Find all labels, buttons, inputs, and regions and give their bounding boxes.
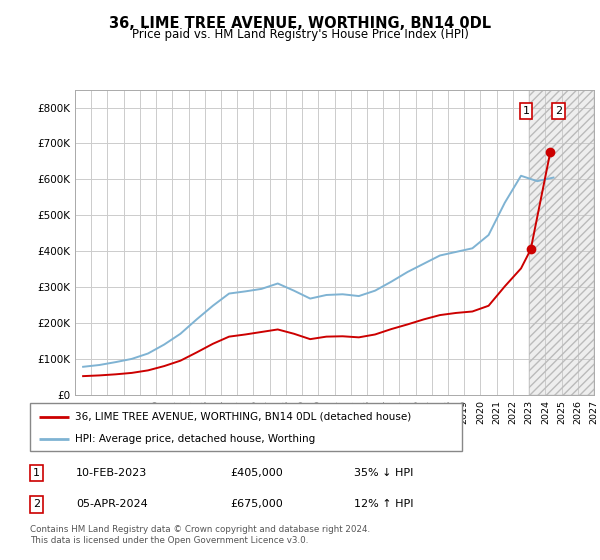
Text: 05-APR-2024: 05-APR-2024	[76, 500, 148, 510]
Text: 1: 1	[523, 106, 529, 116]
Text: 36, LIME TREE AVENUE, WORTHING, BN14 0DL: 36, LIME TREE AVENUE, WORTHING, BN14 0DL	[109, 16, 491, 31]
Text: 36, LIME TREE AVENUE, WORTHING, BN14 0DL (detached house): 36, LIME TREE AVENUE, WORTHING, BN14 0DL…	[76, 412, 412, 422]
Text: 1: 1	[33, 468, 40, 478]
Text: 35% ↓ HPI: 35% ↓ HPI	[354, 468, 413, 478]
Text: HPI: Average price, detached house, Worthing: HPI: Average price, detached house, Wort…	[76, 434, 316, 444]
Text: 2: 2	[33, 500, 40, 510]
Text: Price paid vs. HM Land Registry's House Price Index (HPI): Price paid vs. HM Land Registry's House …	[131, 28, 469, 41]
Bar	[529, 90, 594, 395]
Bar	[529, 90, 594, 395]
Text: 10-FEB-2023: 10-FEB-2023	[76, 468, 147, 478]
Text: 12% ↑ HPI: 12% ↑ HPI	[354, 500, 413, 510]
Text: 2: 2	[555, 106, 562, 116]
Text: £405,000: £405,000	[230, 468, 283, 478]
Text: Contains HM Land Registry data © Crown copyright and database right 2024.
This d: Contains HM Land Registry data © Crown c…	[30, 525, 370, 545]
Text: £675,000: £675,000	[230, 500, 283, 510]
FancyBboxPatch shape	[30, 403, 462, 451]
